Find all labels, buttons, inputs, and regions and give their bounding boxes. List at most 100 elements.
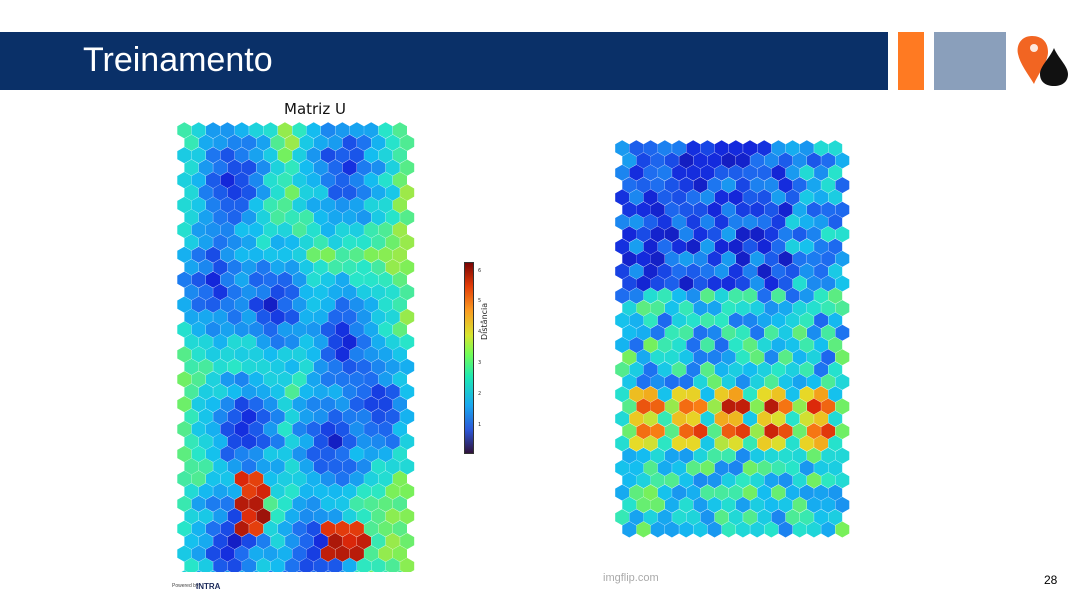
hex-cell	[357, 308, 371, 326]
hex-cell	[313, 557, 328, 572]
hex-cell	[292, 421, 307, 438]
hex-cell	[679, 521, 694, 538]
hex-cell	[299, 383, 314, 400]
hex-cell	[736, 398, 750, 415]
hex-cell	[263, 147, 278, 164]
hex-cell	[213, 533, 228, 550]
hex-cell	[385, 433, 400, 450]
hex-cell	[629, 337, 644, 353]
hex-cell	[321, 371, 336, 388]
hex-cell	[821, 447, 836, 464]
hex-cell	[364, 545, 379, 562]
hex-cell	[249, 396, 264, 413]
hex-cell	[672, 263, 686, 280]
hex-cell	[821, 152, 836, 169]
hex-cell	[650, 177, 665, 194]
hex-cell	[213, 383, 228, 400]
hex-cell	[349, 421, 364, 438]
hex-cell	[665, 398, 679, 415]
hex-cell	[206, 396, 221, 413]
hex-cell	[378, 122, 393, 139]
hex-cell	[385, 408, 400, 425]
hex-cell	[227, 533, 242, 550]
hex-cell	[213, 557, 228, 572]
hex-cell	[364, 396, 379, 413]
hex-cell	[629, 435, 644, 452]
hex-cell	[249, 172, 264, 189]
hex-cell	[835, 447, 850, 464]
hex-cell	[234, 172, 249, 189]
hex-cell	[707, 373, 722, 390]
hex-cell	[693, 226, 708, 243]
hex-cell	[335, 172, 350, 189]
hex-cell	[321, 545, 336, 562]
hex-cell	[342, 408, 357, 425]
hex-cell	[714, 484, 729, 501]
hex-cell	[665, 177, 679, 194]
hex-cell	[392, 296, 407, 313]
hex-cell	[835, 201, 850, 218]
hex-cell	[743, 410, 757, 427]
hex-cell	[743, 164, 757, 181]
hex-cell	[764, 373, 779, 390]
hex-cell	[385, 209, 400, 226]
hex-cell	[191, 122, 206, 139]
hex-cell	[629, 484, 644, 501]
hex-cell	[636, 300, 651, 317]
hex-cell	[277, 445, 292, 463]
hex-cell	[821, 201, 836, 218]
hex-cell	[643, 337, 658, 353]
hex-cell	[814, 410, 828, 427]
hex-cell	[750, 373, 765, 390]
hex-cell	[364, 421, 379, 438]
hex-cell	[679, 201, 694, 218]
hex-cell	[828, 312, 843, 329]
hex-cell	[349, 445, 364, 463]
hex-cell	[636, 373, 651, 390]
hex-cell	[714, 509, 729, 526]
hex-cell	[693, 496, 708, 513]
hex-cell	[184, 383, 199, 400]
hex-cell	[835, 177, 850, 194]
hex-cell	[227, 458, 242, 475]
hex-cell	[292, 172, 307, 189]
hex-cell	[657, 312, 672, 329]
hex-cell	[693, 152, 708, 169]
hex-cell	[700, 263, 715, 280]
hex-cell	[650, 398, 665, 415]
hex-cell	[198, 458, 213, 475]
hex-cell	[622, 300, 637, 317]
hex-cell	[349, 396, 364, 413]
hex-cell	[285, 308, 300, 326]
hex-cell	[721, 152, 736, 169]
hex-cell	[342, 333, 357, 351]
hex-cell	[792, 398, 807, 415]
hex-cell	[736, 250, 750, 267]
hex-cell	[321, 445, 336, 463]
hex-cell	[650, 324, 665, 341]
hex-cell	[213, 458, 228, 475]
hex-cell	[728, 361, 743, 378]
hex-cell	[636, 447, 651, 464]
hex-cell	[321, 196, 336, 214]
hex-cell	[750, 300, 765, 317]
hex-cell	[206, 321, 221, 338]
hex-cell	[357, 234, 371, 251]
hex-cell	[349, 221, 364, 238]
hex-cell	[807, 226, 821, 243]
hex-cell	[277, 495, 292, 512]
hex-cell	[313, 333, 328, 351]
hex-cell	[256, 458, 271, 475]
hex-cell	[313, 159, 328, 176]
hex-cell	[299, 234, 314, 251]
hex-cell	[364, 172, 379, 189]
hex-cell	[378, 545, 393, 562]
hex-cell	[285, 508, 300, 525]
hex-cell	[349, 196, 364, 214]
hex-cell	[728, 238, 743, 255]
hex-cell	[785, 312, 800, 329]
hex-cell	[206, 421, 221, 438]
hex-cell	[177, 445, 192, 463]
hex-cell	[665, 324, 679, 341]
hex-cell	[693, 250, 708, 267]
